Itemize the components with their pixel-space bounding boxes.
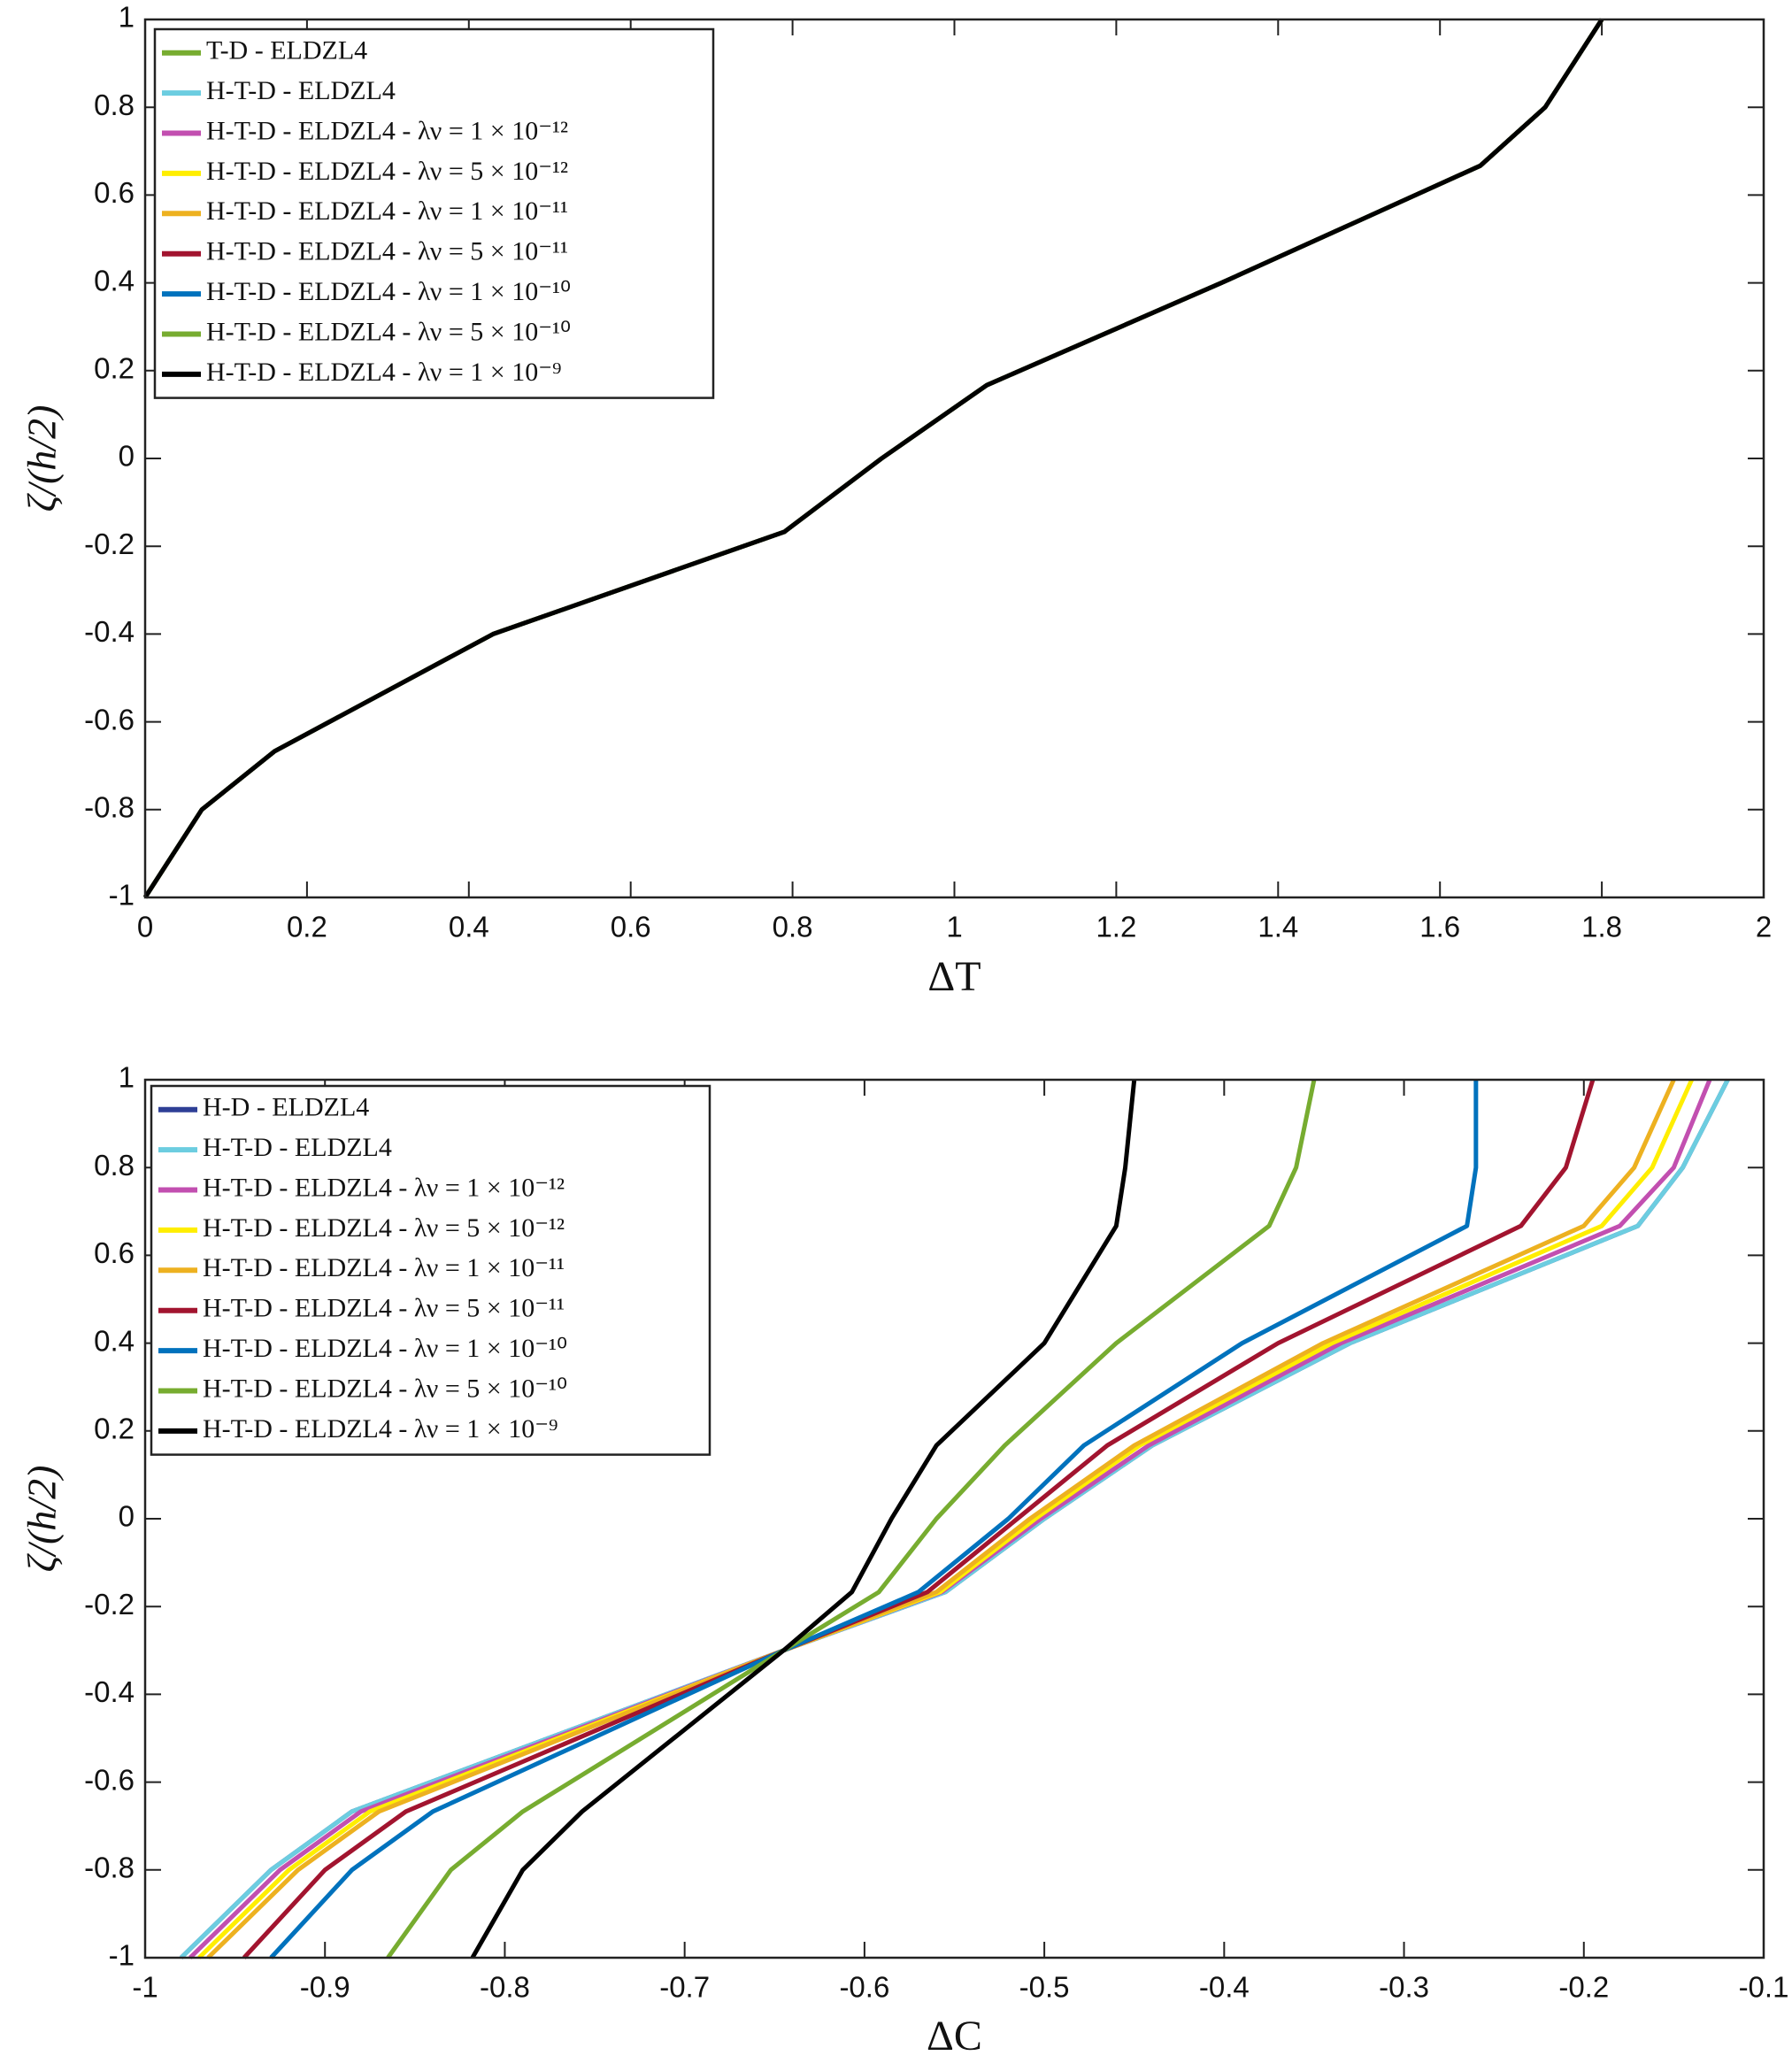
y-tick-label: 0.4	[94, 1324, 135, 1357]
y-tick-label: -1	[109, 1939, 135, 1972]
x-tick-label: -0.9	[300, 1971, 350, 2004]
y-tick-label: 0.2	[94, 1413, 135, 1445]
y-tick-label: 1	[119, 1, 135, 34]
x-tick-label: 1.2	[1096, 911, 1136, 943]
y-tick-label: 1	[119, 1061, 135, 1094]
x-tick-label: -0.1	[1739, 1971, 1789, 2004]
y-tick-label: -0.6	[84, 1763, 135, 1796]
x-tick-label: -0.2	[1558, 1971, 1609, 2004]
y-axis-label: ζ/(h/2)	[19, 1466, 65, 1573]
y-tick-label: -0.2	[84, 1588, 135, 1621]
x-tick-label: -0.5	[1019, 1971, 1070, 2004]
x-tick-label: 0.4	[449, 911, 489, 943]
y-tick-label: -0.2	[84, 527, 135, 560]
legend-label: H-T-D - ELDZL4 - λν = 1 × 10⁻¹²	[203, 1173, 565, 1202]
legend-label: H-T-D - ELDZL4 - λν = 5 × 10⁻¹⁰	[206, 317, 571, 346]
x-axis-label: ΔC	[927, 2013, 982, 2059]
y-tick-label: 0.4	[94, 264, 135, 296]
y-tick-label: 0.2	[94, 352, 135, 385]
data-line	[142, 18, 1604, 899]
x-tick-label: -0.4	[1199, 1971, 1250, 2004]
x-tick-label: 0.8	[773, 911, 813, 943]
y-tick-label: 0.8	[94, 89, 135, 121]
y-axis-label: ζ/(h/2)	[19, 405, 65, 512]
legend-label: H-T-D - ELDZL4 - λν = 5 × 10⁻¹¹	[203, 1294, 565, 1323]
y-tick-label: 0	[119, 440, 135, 473]
legend-label: H-T-D - ELDZL4 - λν = 1 × 10⁻⁹	[206, 358, 562, 387]
y-tick-label: 0	[119, 1500, 135, 1533]
data-line	[206, 1078, 1676, 1959]
legend-label: H-T-D - ELDZL4 - λν = 5 × 10⁻¹¹	[206, 237, 568, 266]
data-line	[386, 1079, 1317, 1959]
legend-label: H-T-D - ELDZL4	[206, 76, 396, 105]
legend-label: H-T-D - ELDZL4 - λν = 5 × 10⁻¹⁰	[203, 1374, 567, 1403]
legend-label: H-T-D - ELDZL4 - λν = 1 × 10⁻¹¹	[203, 1253, 565, 1282]
y-tick-label: -0.6	[84, 703, 135, 735]
y-tick-label: -0.4	[84, 615, 135, 648]
y-tick-label: -1	[109, 879, 135, 912]
x-tick-label: 0.6	[611, 911, 651, 943]
y-tick-label: -0.8	[84, 1852, 135, 1884]
legend-label: H-T-D - ELDZL4 - λν = 1 × 10⁻¹²	[206, 116, 568, 145]
legend-label: H-T-D - ELDZL4	[203, 1133, 392, 1162]
data-line	[242, 1079, 1596, 1959]
legend-label: H-T-D - ELDZL4 - λν = 1 × 10⁻⁹	[203, 1414, 558, 1444]
x-tick-label: -0.3	[1379, 1971, 1429, 2004]
legend-label: H-T-D - ELDZL4 - λν = 1 × 10⁻¹⁰	[203, 1334, 567, 1363]
legend-label: H-D - ELDZL4	[203, 1093, 369, 1122]
legend-label: T-D - ELDZL4	[206, 36, 367, 65]
legend-label: H-T-D - ELDZL4 - λν = 1 × 10⁻¹¹	[206, 196, 568, 226]
x-tick-label: -0.7	[659, 1971, 710, 2004]
x-tick-label: 1.6	[1419, 911, 1460, 943]
x-tick-label: 1	[946, 911, 962, 943]
x-tick-label: -1	[132, 1971, 158, 2004]
plot-frame	[143, 18, 1765, 899]
legend-label: H-T-D - ELDZL4 - λν = 5 × 10⁻¹²	[206, 157, 568, 186]
x-tick-label: -0.6	[839, 1971, 889, 2004]
x-tick-label: 1.4	[1257, 911, 1298, 943]
legend-label: H-T-D - ELDZL4 - λν = 1 × 10⁻¹⁰	[206, 277, 571, 306]
x-axis-label: ΔT	[927, 953, 981, 1000]
plot-frame	[143, 1078, 1765, 1959]
x-tick-label: 1.8	[1581, 911, 1622, 943]
y-tick-label: -0.4	[84, 1675, 135, 1708]
data-line	[188, 1079, 1712, 1959]
y-tick-label: 0.8	[94, 1149, 135, 1182]
legend-box	[150, 1084, 711, 1456]
x-tick-label: 0.2	[287, 911, 327, 943]
data-line	[269, 1080, 1479, 1959]
x-tick-label: 0	[137, 911, 153, 943]
y-tick-label: 0.6	[94, 176, 135, 209]
x-tick-label: -0.8	[480, 1971, 530, 2004]
data-line	[197, 1078, 1694, 1959]
data-line	[470, 1079, 1137, 1959]
x-tick-label: 2	[1756, 911, 1772, 943]
legend-box	[153, 27, 715, 399]
legend-label: H-T-D - ELDZL4 - λν = 5 × 10⁻¹²	[203, 1213, 565, 1243]
y-tick-label: -0.8	[84, 791, 135, 824]
y-tick-label: 0.6	[94, 1236, 135, 1269]
